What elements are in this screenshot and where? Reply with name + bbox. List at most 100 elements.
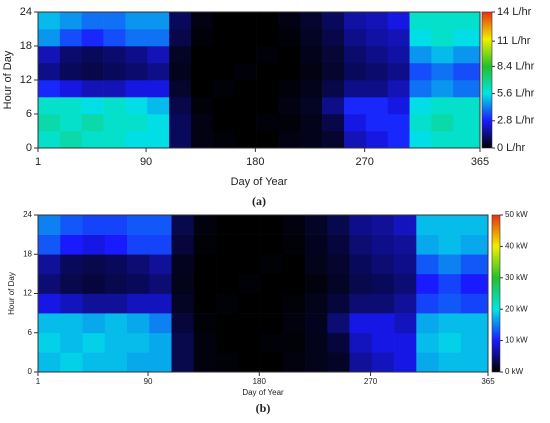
heatmap-cell [191, 29, 214, 47]
heatmap-cell [416, 352, 439, 373]
heatmap-cell [59, 80, 83, 98]
heatmap-cell [103, 46, 126, 64]
heatmap-cell [371, 273, 395, 294]
heatmap-cell [238, 313, 261, 334]
heatmap-cell [278, 97, 301, 115]
heatmap-cell [82, 352, 106, 373]
heatmap-cell [60, 273, 83, 294]
x-axis-label: Day of Year [231, 176, 288, 188]
x-axis-label: Day of Year [242, 388, 284, 397]
heatmap-cell [171, 234, 195, 255]
heatmap-cell [234, 114, 257, 132]
heatmap-cell [212, 29, 236, 47]
heatmap-cell [59, 46, 83, 64]
heatmap-cell [438, 215, 462, 235]
heatmap-cell [394, 293, 417, 314]
heatmap-cell [278, 29, 301, 47]
heatmap-cell [409, 131, 432, 149]
heatmap-cell [365, 80, 389, 98]
heatmap-cell [147, 12, 170, 30]
colorbar-label: 30 kW [505, 273, 528, 282]
heatmap-cell [60, 234, 83, 255]
heatmap-cell [104, 234, 128, 255]
heatmap-cell [216, 215, 239, 235]
heatmap-cell [260, 352, 284, 373]
heatmap-cell [193, 273, 217, 294]
heatmap-cell [81, 80, 104, 98]
heatmap-cell [256, 63, 279, 81]
heatmap-cell [238, 215, 261, 235]
heatmap-cell [216, 332, 239, 353]
heatmap-cell [193, 352, 217, 373]
heatmap-cell [125, 46, 148, 64]
heatmap-cell [371, 215, 395, 235]
colorbar-label: 11 L/hr [497, 35, 531, 47]
x-tick-label: 270 [355, 156, 373, 168]
heatmap-cell [169, 63, 192, 81]
heatmap-cell [212, 46, 236, 64]
colorbar-label: 14 L/hr [497, 6, 532, 18]
heatmap-cell [38, 114, 61, 132]
heatmap-cell [104, 273, 128, 294]
colorbar-label: 10 kW [505, 336, 528, 345]
heatmap-cell [322, 97, 345, 115]
heatmap-cell [169, 29, 192, 47]
heatmap-cell [191, 12, 214, 30]
heatmap-cell [212, 114, 236, 132]
heatmap-cell [147, 29, 170, 47]
heatmap-cell [431, 131, 454, 149]
heatmap-cell [59, 29, 83, 47]
colorbar [491, 214, 501, 373]
heatmap-cell [322, 80, 345, 98]
heatmap-cell [416, 254, 439, 275]
colorbar [481, 11, 493, 149]
heatmap-cell [387, 114, 410, 132]
heatmap-cell [305, 332, 328, 353]
heatmap-cell [431, 97, 454, 115]
heatmap-cell [149, 313, 172, 334]
heatmap-cell [371, 352, 395, 373]
heatmap-cell [60, 332, 83, 353]
heatmap-cell [438, 332, 462, 353]
heatmap-cell [282, 332, 306, 353]
heatmap-cell [371, 254, 395, 275]
heatmap-cell [171, 215, 195, 235]
heatmap-cell [256, 12, 279, 30]
heatmap-cell [82, 293, 106, 314]
heatmap-cell [147, 80, 170, 98]
heatmap-cell [453, 12, 481, 30]
heatmap-cell [60, 254, 83, 275]
heatmap-cell [365, 29, 389, 47]
heatmap-cell [103, 80, 126, 98]
x-tick-label: 180 [253, 377, 267, 386]
heatmap-cell [344, 80, 367, 98]
heatmap-cell [409, 80, 432, 98]
heatmap-cell [171, 332, 195, 353]
heatmap-cell [394, 234, 417, 255]
heatmap-cell [127, 234, 150, 255]
heatmap-cell [305, 215, 328, 235]
heatmap-cell [349, 293, 373, 314]
heatmap-cell [344, 114, 367, 132]
heatmap-cell [82, 254, 106, 275]
heatmap-cell [453, 131, 481, 149]
heatmap-cell [438, 254, 462, 275]
heatmap-cell [349, 352, 373, 373]
heatmap-cell [349, 273, 373, 294]
heatmap-cell [125, 80, 148, 98]
heatmap-cell [409, 46, 432, 64]
heatmap-cell [193, 332, 217, 353]
heatmap-cell [169, 114, 192, 132]
heatmap-cell [104, 293, 128, 314]
heatmap-cell [234, 97, 257, 115]
heatmap-cell [278, 12, 301, 30]
heatmap-cell [431, 114, 454, 132]
heatmap-cell [327, 215, 350, 235]
heatmap-cell [260, 215, 284, 235]
heatmap-cell [344, 29, 367, 47]
heatmap-cell [169, 12, 192, 30]
heatmap-cell [81, 29, 104, 47]
heatmap-cell [327, 293, 350, 314]
heatmap-cell [234, 46, 257, 64]
heatmap-cell [60, 293, 83, 314]
